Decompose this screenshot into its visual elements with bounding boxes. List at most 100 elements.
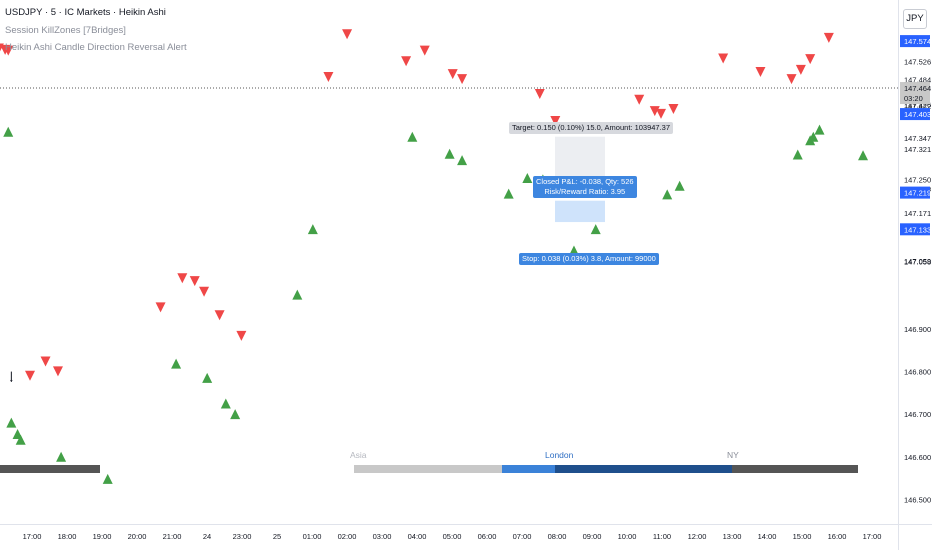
position-stop-zone[interactable] [555,200,605,223]
indicator-ha-reversal-alert[interactable]: Heikin Ashi Candle Direction Reversal Al… [5,42,187,53]
indicator-session-killzones[interactable]: Session KillZones [7Bridges] [5,25,126,36]
sell-signal-marker[interactable] [40,356,51,367]
time-tick-label: 17:00 [23,532,42,541]
buy-signal-marker[interactable] [3,126,14,137]
session-bar-london[interactable] [502,465,555,473]
session-bar-ny[interactable] [732,465,858,473]
buy-signal-marker[interactable] [858,150,869,161]
buy-signal-marker[interactable] [674,180,685,191]
sell-signal-marker[interactable] [199,286,210,297]
position-target-zone[interactable] [555,136,605,180]
sell-signal-marker[interactable] [534,89,545,100]
sell-signal-marker[interactable] [634,94,645,105]
sell-signal-marker[interactable] [419,45,430,56]
sell-signal-marker[interactable] [649,106,660,117]
sell-signal-marker[interactable] [25,370,35,381]
countdown-label: 03:20 [904,94,923,103]
currency-button[interactable]: JPY [903,9,927,29]
buy-signal-marker[interactable] [814,124,825,135]
price-tick-label: 147.058 [904,257,931,266]
session-bar-london-overlap[interactable] [555,465,732,473]
buy-signal-marker[interactable] [444,148,455,159]
sell-signal-marker[interactable] [755,66,766,77]
time-tick-label: 04:00 [408,532,427,541]
time-tick-label: 07:00 [513,532,532,541]
last-price-tag [900,82,930,105]
time-tick-label: 11:00 [653,532,671,541]
sell-signal-marker[interactable] [177,273,188,284]
sell-signal-marker[interactable] [189,276,200,287]
time-tick-label: 05:00 [443,532,462,541]
symbol-title[interactable]: USDJPY · 5 · IC Markets · Heikin Ashi [5,7,166,18]
session-label-london: London [545,450,574,460]
price-tick-label: 147.484 [904,76,931,85]
time-tick-label: 15:00 [793,532,812,541]
buy-signal-marker[interactable] [171,358,182,369]
price-tag [900,108,930,121]
risk-reward-text: Risk/Reward Ratio: 3.95 [544,187,626,196]
sell-signal-marker[interactable] [52,366,63,377]
time-tick-label: 16:00 [828,532,847,541]
time-tick-label: 06:00 [478,532,497,541]
sell-signal-marker[interactable] [214,310,225,321]
session-bar-ny-prev[interactable] [0,465,100,473]
sell-signal-marker[interactable] [805,54,816,65]
sell-signal-marker[interactable] [550,116,561,127]
price-tick-label: 147.526 [904,58,931,67]
sell-signal-marker[interactable] [668,103,679,114]
session-label-ny: NY [727,450,739,460]
sell-signal-marker[interactable] [342,29,353,40]
closed-pnl-text: Closed P&L: -0.038, Qty: 526 [536,177,634,186]
time-tick-label: 24 [203,532,211,541]
time-tick-label: 08:00 [548,532,567,541]
time-tick-label: 10:00 [618,532,637,541]
sell-signal-marker[interactable] [457,74,468,85]
buy-signal-marker[interactable] [792,149,803,160]
last-price-label: 147.464 [904,84,931,93]
buy-signal-marker[interactable] [56,451,67,462]
sell-signal-marker[interactable] [323,71,334,82]
buy-signal-marker[interactable] [407,131,418,142]
sell-signal-marker[interactable] [155,302,166,313]
sell-signal-marker[interactable] [447,69,458,80]
sell-signal-marker[interactable] [655,108,666,119]
buy-signal-marker[interactable] [292,289,303,300]
sell-signal-marker[interactable] [823,32,834,43]
time-tick-label: 01:00 [303,532,322,541]
buy-signal-marker[interactable] [15,434,26,445]
buy-signal-marker[interactable] [220,398,231,409]
sell-signal-marker[interactable] [786,74,797,85]
time-tick-label: 02:00 [338,532,357,541]
position-target-label: Target: 0.150 (0.10%) 15.0, Amount: 1039… [509,122,674,134]
price-tag [900,223,930,236]
buy-signal-marker[interactable] [12,429,23,440]
sell-signal-marker[interactable] [236,330,247,341]
time-tick-label: 25 [273,532,281,541]
sell-signal-marker[interactable] [718,53,729,64]
buy-signal-marker[interactable] [662,189,673,200]
buy-signal-marker[interactable] [102,473,113,484]
price-tick-label: 146.800 [904,367,931,376]
sell-signal-marker[interactable] [3,45,14,56]
buy-signal-marker[interactable] [6,417,17,428]
sell-signal-marker[interactable] [0,43,4,53]
time-tick-label: 14:00 [758,532,777,541]
session-bar-asia[interactable] [354,465,502,473]
buy-signal-marker[interactable] [457,155,468,166]
buy-signal-marker[interactable] [590,224,601,235]
buy-signal-marker[interactable] [202,372,213,383]
buy-signal-marker[interactable] [230,409,241,420]
buy-signal-marker[interactable] [503,188,514,199]
buy-signal-marker[interactable] [808,131,819,142]
buy-signal-marker[interactable] [522,172,533,183]
price-tick-label: 146.900 [904,325,931,334]
price-tag [900,186,930,199]
sell-signal-marker[interactable] [795,64,806,75]
position-stop-label: Stop: 0.038 (0.03%) 3.8, Amount: 99000 [519,253,659,265]
sell-signal-marker[interactable] [401,56,412,67]
time-tick-label: 12:00 [688,532,707,541]
buy-signal-marker[interactable] [307,224,318,235]
price-tick-label: 147.347 [904,134,931,143]
